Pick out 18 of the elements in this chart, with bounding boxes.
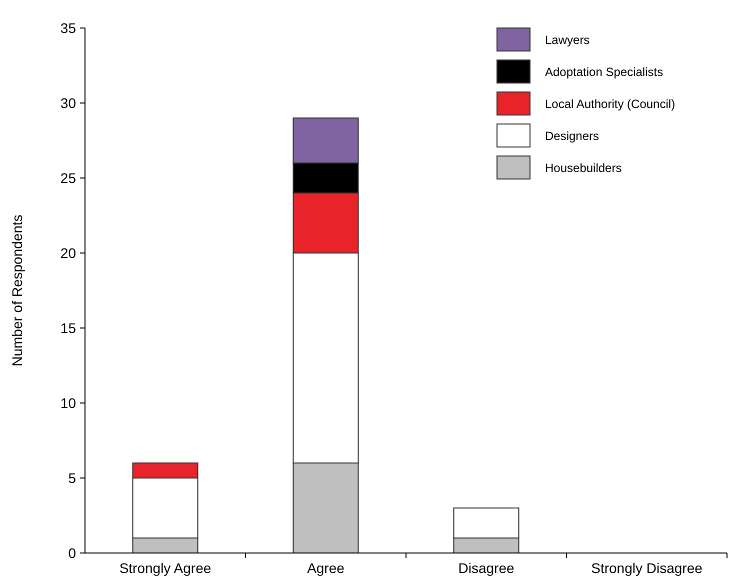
y-tick-label: 0 (68, 544, 76, 561)
x-tick-label: Disagree (458, 560, 514, 576)
y-tick-label: 20 (60, 244, 76, 261)
y-tick-label: 35 (60, 20, 76, 36)
y-tick-label: 5 (68, 470, 76, 486)
legend-label: Designers (545, 129, 600, 144)
x-tick-label: Agree (307, 560, 345, 576)
legend-label: Local Authority (Council) (545, 97, 676, 112)
legend-label: Lawyers (545, 33, 590, 48)
legend-label: Adoptation Specialists (545, 65, 664, 80)
y-axis-title: Number of Respondents (9, 214, 25, 366)
legend-label: Housebuilders (545, 161, 622, 176)
y-tick-label: 30 (60, 94, 76, 111)
x-tick-label: Strongly Disagree (591, 560, 703, 576)
y-tick-label: 10 (60, 394, 76, 411)
x-tick-label: Strongly Agree (119, 560, 212, 576)
y-tick-label: 15 (60, 320, 76, 336)
y-tick-label: 25 (60, 170, 76, 186)
